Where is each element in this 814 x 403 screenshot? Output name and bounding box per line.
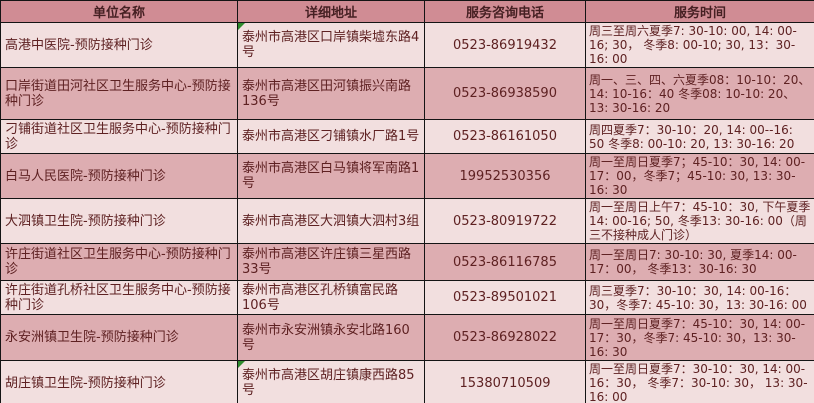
address-cell[interactable]: 泰州市高港区许庄镇三星西路33号 xyxy=(237,243,425,281)
unit-name-cell[interactable]: 口岸街道田河社区卫生服务中心-预防接种门诊 xyxy=(0,67,238,120)
service-hours-cell[interactable]: 周一至周日夏季7；45-10：30, 14: 00-17：00，冬季7；45-1… xyxy=(585,153,814,199)
phone-cell[interactable]: 0523-86938590 xyxy=(424,67,586,120)
table-row: 高港中医院-预防接种门诊 泰州市高港区口岸镇柴墟东路4号 0523-869194… xyxy=(0,22,814,68)
header-cell-service-hours[interactable]: 服务时间 xyxy=(585,0,814,23)
phone-cell[interactable]: 0523-86919432 xyxy=(424,22,586,68)
header-cell-phone[interactable]: 服务咨询电话 xyxy=(424,0,586,23)
header-cell-unit-name[interactable]: 单位名称 xyxy=(0,0,238,23)
phone-cell[interactable]: 0523-80919722 xyxy=(424,198,586,244)
table-row: 许庄街道孔桥社区卫生服务中心-预防接种门诊 泰州市高港区孔桥镇富民路106号 0… xyxy=(0,280,814,315)
service-hours-cell[interactable]: 周一至周日上午7：45-10：30, 下午夏季14: 00-16; 50, 冬季… xyxy=(585,198,814,244)
table-row: 大泗镇卫生院-预防接种门诊 泰州市高港区大泗镇大泗村3组 0523-809197… xyxy=(0,198,814,244)
phone-cell[interactable]: 0523-86116785 xyxy=(424,243,586,281)
unit-name-cell[interactable]: 白马人民医院-预防接种门诊 xyxy=(0,153,238,199)
address-text: 泰州市高港区胡庄镇康西路85号 xyxy=(242,368,415,398)
service-hours-cell[interactable]: 周四夏季7：30-10：20, 14: 00--16: 50 冬季8: 00-1… xyxy=(585,119,814,154)
address-cell[interactable]: 泰州市高港区白马镇将军南路1号 xyxy=(237,153,425,199)
unit-name-cell[interactable]: 胡庄镇卫生院-预防接种门诊 xyxy=(0,360,238,403)
table-row: 口岸街道田河社区卫生服务中心-预防接种门诊 泰州市高港区田河镇振兴南路136号 … xyxy=(0,67,814,120)
green-corner-triangle-icon xyxy=(238,361,245,368)
table-row: 刁铺街道社区卫生服务中心-预防接种门诊 泰州市高港区刁铺镇水厂路1号 0523-… xyxy=(0,119,814,154)
address-cell[interactable]: 泰州市永安洲镇永安北路160号 xyxy=(237,314,425,361)
unit-name-cell[interactable]: 许庄街道孔桥社区卫生服务中心-预防接种门诊 xyxy=(0,280,238,315)
service-hours-cell[interactable]: 周一、三、四、六夏季08：10-10：20、14: 10-16：40 冬季08:… xyxy=(585,67,814,120)
service-hours-cell[interactable]: 周一至周日7: 30-10: 30, 夏季14: 00-17：00， 冬季13：… xyxy=(585,243,814,281)
table-row: 永安洲镇卫生院-预防接种门诊 泰州市永安洲镇永安北路160号 0523-8692… xyxy=(0,314,814,361)
service-hours-cell[interactable]: 周一至周日夏季7：45-10：30, 14: 00-17：30，冬季7: 45-… xyxy=(585,314,814,361)
service-hours-cell[interactable]: 周一至周日夏季7：30-10：30, 14: 00-16：30， 冬季7：30-… xyxy=(585,360,814,403)
green-corner-triangle-icon xyxy=(238,23,245,30)
phone-cell[interactable]: 0523-89501021 xyxy=(424,280,586,315)
address-cell[interactable]: 泰州市高港区刁铺镇水厂路1号 xyxy=(237,119,425,154)
unit-name-cell[interactable]: 永安洲镇卫生院-预防接种门诊 xyxy=(0,314,238,361)
address-cell[interactable]: 泰州市高港区胡庄镇康西路85号 xyxy=(237,360,425,403)
table-row: 白马人民医院-预防接种门诊 泰州市高港区白马镇将军南路1号 1995253035… xyxy=(0,153,814,199)
unit-name-cell[interactable]: 许庄街道社区卫生服务中心-预防接种门诊 xyxy=(0,243,238,281)
phone-cell[interactable]: 0523-86161050 xyxy=(424,119,586,154)
unit-name-cell[interactable]: 刁铺街道社区卫生服务中心-预防接种门诊 xyxy=(0,119,238,154)
address-text: 泰州市高港区口岸镇柴墟东路4号 xyxy=(242,30,420,60)
address-cell[interactable]: 泰州市高港区大泗镇大泗村3组 xyxy=(237,198,425,244)
address-cell[interactable]: 泰州市高港区田河镇振兴南路136号 xyxy=(237,67,425,120)
table-row: 许庄街道社区卫生服务中心-预防接种门诊 泰州市高港区许庄镇三星西路33号 052… xyxy=(0,243,814,281)
header-row: 单位名称 详细地址 服务咨询电话 服务时间 xyxy=(0,0,814,23)
address-cell[interactable]: 泰州市高港区口岸镇柴墟东路4号 xyxy=(237,22,425,68)
address-cell[interactable]: 泰州市高港区孔桥镇富民路106号 xyxy=(237,280,425,315)
phone-cell[interactable]: 0523-86928022 xyxy=(424,314,586,361)
service-hours-cell[interactable]: 周三夏季7：30-10：30, 14: 00-16：30，冬季7: 45-10:… xyxy=(585,280,814,315)
unit-name-cell[interactable]: 大泗镇卫生院-预防接种门诊 xyxy=(0,198,238,244)
phone-cell[interactable]: 15380710509 xyxy=(424,360,586,403)
header-cell-address[interactable]: 详细地址 xyxy=(237,0,425,23)
table-row: 胡庄镇卫生院-预防接种门诊 泰州市高港区胡庄镇康西路85号 1538071050… xyxy=(0,360,814,403)
phone-cell[interactable]: 19952530356 xyxy=(424,153,586,199)
service-hours-cell[interactable]: 周三至周六夏季7: 30-10: 00, 14: 00-16; 30， 冬季8:… xyxy=(585,22,814,68)
unit-name-cell[interactable]: 高港中医院-预防接种门诊 xyxy=(0,22,238,68)
